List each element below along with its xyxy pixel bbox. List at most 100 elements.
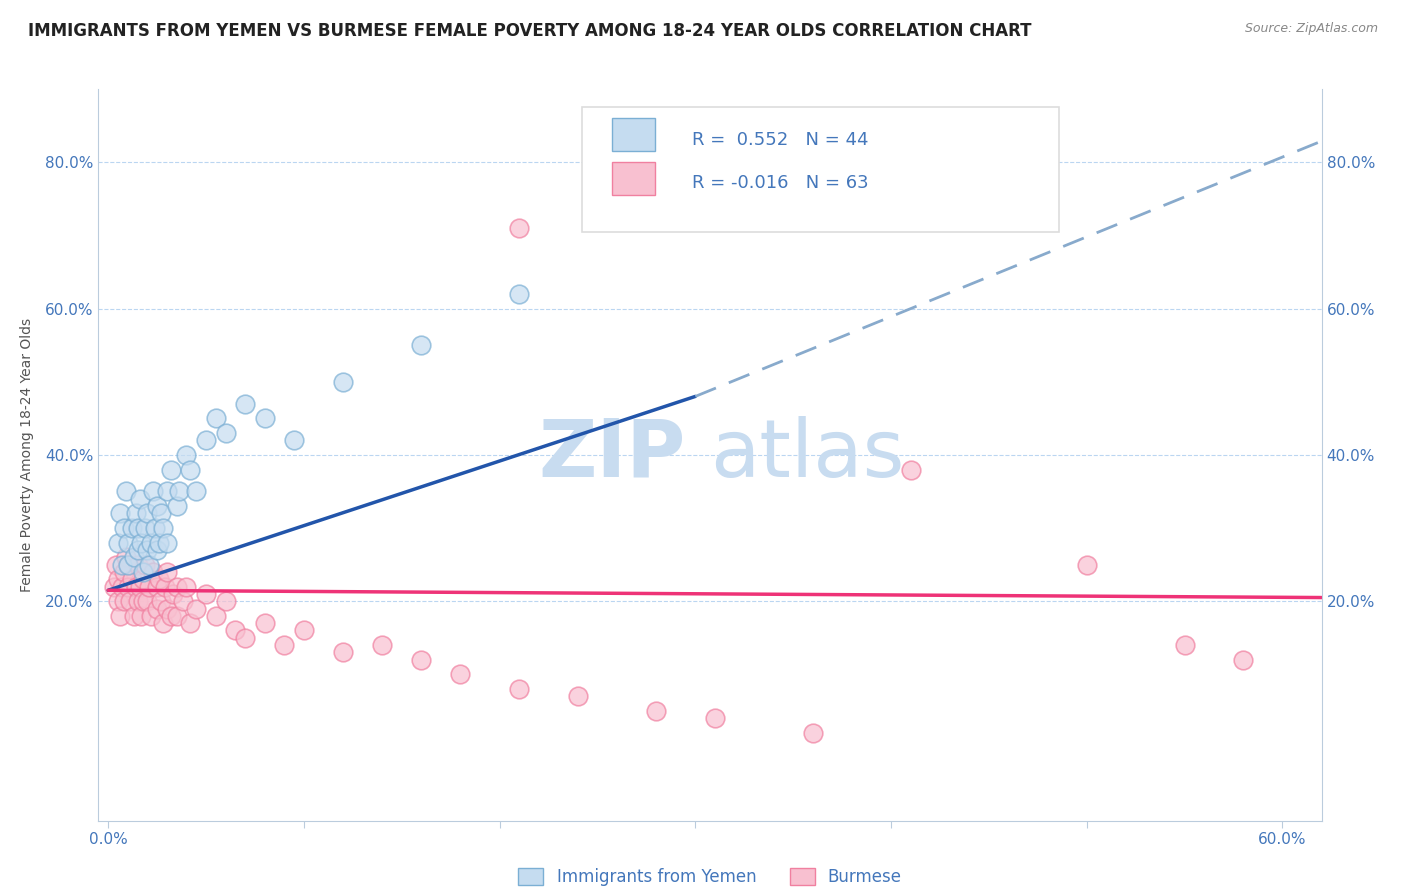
- Point: [114, 484, 136, 499]
- Point: [122, 550, 145, 565]
- Point: [134, 558, 156, 572]
- Point: [253, 411, 276, 425]
- FancyBboxPatch shape: [582, 108, 1059, 232]
- Point: [167, 484, 190, 499]
- Point: [124, 580, 146, 594]
- Point: [273, 638, 295, 652]
- Point: [136, 507, 159, 521]
- Point: [214, 594, 236, 608]
- Point: [156, 601, 179, 615]
- Text: R = -0.016   N = 63: R = -0.016 N = 63: [692, 174, 869, 192]
- Point: [124, 507, 146, 521]
- Point: [156, 484, 179, 499]
- Point: [176, 448, 198, 462]
- Point: [179, 462, 201, 476]
- Point: [103, 580, 125, 594]
- Point: [801, 726, 824, 740]
- Point: [112, 594, 135, 608]
- Point: [152, 616, 174, 631]
- Text: Source: ZipAtlas.com: Source: ZipAtlas.com: [1244, 22, 1378, 36]
- Text: atlas: atlas: [710, 416, 904, 494]
- Point: [132, 572, 155, 586]
- Point: [127, 521, 149, 535]
- Point: [105, 558, 128, 572]
- Point: [224, 624, 246, 638]
- Point: [127, 594, 149, 608]
- Point: [292, 624, 315, 638]
- Point: [117, 580, 139, 594]
- Point: [166, 499, 188, 513]
- Point: [107, 594, 129, 608]
- Point: [332, 645, 354, 659]
- Point: [142, 565, 165, 579]
- Point: [508, 681, 530, 696]
- Point: [111, 580, 134, 594]
- Point: [214, 425, 236, 440]
- Point: [121, 521, 143, 535]
- Point: [127, 558, 149, 572]
- Point: [148, 535, 170, 549]
- Point: [108, 608, 131, 623]
- Point: [205, 608, 228, 623]
- Point: [1076, 558, 1098, 572]
- Point: [117, 535, 139, 549]
- Point: [112, 521, 135, 535]
- Point: [131, 535, 153, 549]
- Point: [411, 338, 433, 352]
- Point: [172, 594, 194, 608]
- Point: [508, 221, 530, 235]
- Point: [567, 690, 589, 704]
- Point: [153, 580, 176, 594]
- FancyBboxPatch shape: [612, 162, 655, 195]
- Point: [146, 543, 169, 558]
- Point: [142, 484, 165, 499]
- Point: [118, 594, 141, 608]
- Point: [195, 434, 218, 448]
- Point: [107, 572, 129, 586]
- Point: [112, 565, 135, 579]
- Point: [283, 434, 305, 448]
- Point: [450, 667, 472, 681]
- Point: [150, 594, 173, 608]
- Point: [134, 521, 156, 535]
- Point: [166, 608, 188, 623]
- Legend: Immigrants from Yemen, Burmese: Immigrants from Yemen, Burmese: [512, 862, 908, 892]
- Point: [121, 572, 143, 586]
- Point: [122, 608, 145, 623]
- Point: [195, 587, 218, 601]
- Point: [332, 375, 354, 389]
- Point: [156, 565, 179, 579]
- Point: [117, 558, 139, 572]
- Point: [138, 558, 160, 572]
- FancyBboxPatch shape: [612, 119, 655, 152]
- Point: [166, 580, 188, 594]
- Point: [141, 535, 163, 549]
- Point: [143, 521, 166, 535]
- Point: [146, 601, 169, 615]
- Point: [645, 704, 668, 718]
- Point: [1174, 638, 1197, 652]
- Y-axis label: Female Poverty Among 18-24 Year Olds: Female Poverty Among 18-24 Year Olds: [20, 318, 34, 592]
- Point: [160, 462, 183, 476]
- Point: [150, 507, 173, 521]
- Point: [128, 580, 150, 594]
- Point: [179, 616, 201, 631]
- Point: [138, 580, 160, 594]
- Point: [136, 594, 159, 608]
- Point: [107, 535, 129, 549]
- Text: ZIP: ZIP: [538, 416, 686, 494]
- Point: [114, 550, 136, 565]
- Point: [152, 521, 174, 535]
- Point: [141, 608, 163, 623]
- Point: [146, 499, 169, 513]
- Point: [703, 711, 725, 725]
- Point: [186, 484, 208, 499]
- Point: [186, 601, 208, 615]
- Point: [205, 411, 228, 425]
- Point: [160, 608, 183, 623]
- Point: [111, 558, 134, 572]
- Point: [253, 616, 276, 631]
- Point: [156, 535, 179, 549]
- Point: [146, 580, 169, 594]
- Point: [132, 594, 155, 608]
